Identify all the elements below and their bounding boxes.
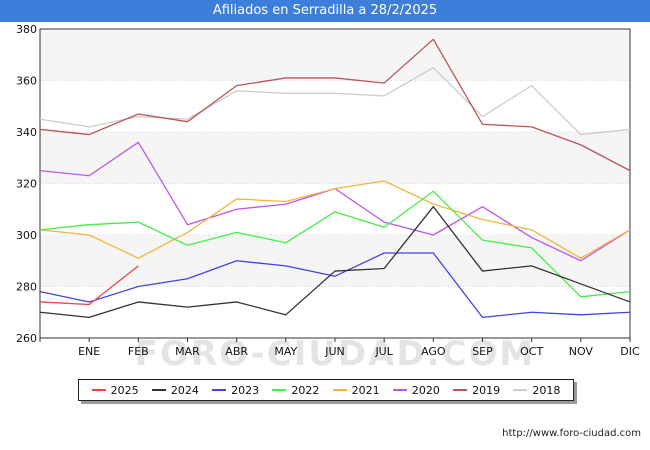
legend-label: 2025 [110,383,139,397]
x-tick-label: JUN [324,345,345,358]
grid-band [40,80,630,132]
y-tick-label: 300 [16,229,37,242]
x-tick-label: ENE [78,345,100,358]
legend-label: 2021 [351,383,380,397]
legend-item-2019: 2019 [453,384,500,397]
grid-band [40,132,630,184]
series-line-2019 [39,38,631,172]
legend-item-2018: 2018 [513,384,560,397]
legend-item-2023: 2023 [212,384,259,397]
x-tick-label: MAR [175,345,200,358]
y-tick-label: 340 [16,126,37,139]
y-tick-label: 280 [16,281,37,294]
legend-item-2025: 2025 [91,383,139,397]
x-tick-label: AGO [421,345,446,358]
x-tick-label: ABR [225,345,248,358]
x-tick-label: FEB [128,345,149,358]
legend-item-2021: 2021 [332,383,380,397]
series-line-2024 [39,206,631,319]
y-tick-label: 260 [16,332,37,345]
legend-swatch [212,389,227,391]
legend-label: 2020 [411,383,440,397]
legend-item-2024: 2024 [151,383,199,397]
series-line-2018 [39,66,631,136]
x-tick-label: DIC [620,345,640,358]
legend-item-2020: 2020 [392,383,440,397]
legend-swatch [272,389,287,391]
series-line-2022 [39,190,631,298]
legend-swatch [151,389,166,391]
y-tick-label: 360 [16,75,37,88]
x-tick-label: NOV [569,345,594,358]
chart-legend: 2025 2024 2023 2022 2021 2020 2019 2018 [78,379,574,401]
series-line-2023 [39,252,631,319]
grid-band [40,183,630,235]
grid-band [40,235,630,287]
legend-item-2022: 2022 [272,384,319,397]
x-tick-label: JUL [374,345,393,358]
legend-label: 2019 [472,383,501,397]
legend-swatch [513,389,528,391]
legend-swatch [91,389,106,391]
series-line-2021 [39,180,631,259]
footer-url: http://www.foro-ciudad.com [502,428,641,439]
legend-label: 2024 [170,383,199,397]
legend-label: 2022 [291,383,320,397]
x-tick-label: OCT [520,345,543,358]
chart-title: Afiliados en Serradilla a 28/2/2025 [0,0,650,22]
y-tick-label: 320 [16,178,37,191]
legend-label: 2023 [231,383,260,397]
legend-swatch [453,389,468,391]
watermark: FORO-CIUDAD.COM [135,334,536,374]
legend-label: 2018 [532,383,561,397]
x-tick-label: MAY [274,345,297,358]
y-tick-label: 380 [16,23,37,36]
legend-swatch [332,389,347,391]
x-tick-label: SEP [472,345,493,358]
legend-swatch [392,389,407,391]
series-line-2025 [39,265,139,306]
grid-band [40,29,630,81]
